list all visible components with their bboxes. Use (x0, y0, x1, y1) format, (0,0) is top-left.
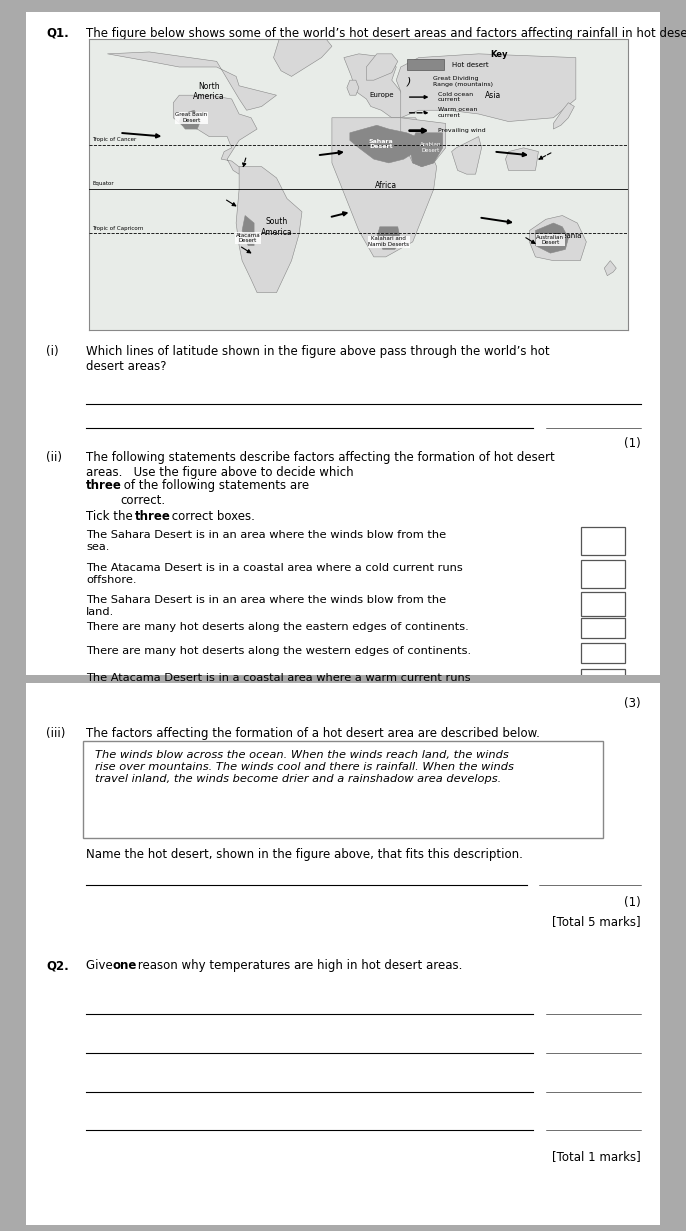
Text: North
America: North America (193, 81, 225, 101)
Text: Name the hot desert, shown in the figure above, that fits this description.: Name the hot desert, shown in the figure… (86, 848, 523, 862)
Text: Sahara
Desert: Sahara Desert (369, 139, 394, 149)
Text: The Atacama Desert is in a coastal area where a warm current runs
offshore.: The Atacama Desert is in a coastal area … (86, 672, 471, 694)
Text: The factors affecting the formation of a hot desert area are described below.: The factors affecting the formation of a… (86, 726, 540, 740)
Polygon shape (604, 261, 616, 276)
Text: three: three (134, 511, 170, 523)
FancyBboxPatch shape (581, 560, 625, 588)
Polygon shape (108, 52, 276, 111)
Text: The Sahara Desert is in an area where the winds blow from the
sea.: The Sahara Desert is in an area where th… (86, 531, 447, 551)
Text: Arabian
Desert: Arabian Desert (420, 143, 441, 153)
Text: [Total 5 marks]: [Total 5 marks] (552, 915, 641, 928)
Text: [Total 1 marks]: [Total 1 marks] (552, 1150, 641, 1163)
Text: reason why temperatures are high in hot desert areas.: reason why temperatures are high in hot … (134, 959, 462, 972)
Polygon shape (451, 137, 482, 174)
Text: Asia: Asia (486, 91, 501, 100)
Text: Prevailing wind: Prevailing wind (438, 128, 485, 133)
FancyBboxPatch shape (581, 643, 625, 662)
Polygon shape (530, 215, 587, 261)
Text: Equator: Equator (93, 181, 114, 186)
Text: Key: Key (490, 50, 508, 59)
Polygon shape (366, 54, 398, 80)
Text: Tropic of Cancer: Tropic of Cancer (93, 137, 137, 143)
Text: Which lines of latitude shown in the figure above pass through the world’s hot
d: Which lines of latitude shown in the fig… (86, 346, 550, 373)
Text: correct boxes.: correct boxes. (168, 511, 255, 523)
Text: Tick the: Tick the (86, 511, 137, 523)
Text: Cold ocean
current: Cold ocean current (438, 91, 473, 102)
Polygon shape (397, 54, 576, 122)
Text: Page  1  of  5: Page 1 of 5 (305, 687, 381, 699)
Polygon shape (174, 95, 257, 174)
FancyBboxPatch shape (83, 741, 603, 837)
Text: Tropic of Capricorn: Tropic of Capricorn (93, 225, 144, 230)
Text: of the following statements are
correct.: of the following statements are correct. (120, 479, 309, 507)
Polygon shape (506, 148, 539, 170)
Polygon shape (350, 126, 416, 162)
Polygon shape (179, 111, 200, 129)
Text: The figure below shows some of the world’s hot desert areas and factors affectin: The figure below shows some of the world… (86, 27, 686, 39)
Text: Q1.: Q1. (47, 27, 69, 39)
Text: South
America: South America (261, 217, 292, 236)
Text: three: three (86, 479, 122, 492)
Text: The following statements describe factors affecting the formation of hot desert
: The following statements describe factor… (86, 451, 555, 479)
Text: one: one (113, 959, 137, 972)
FancyBboxPatch shape (581, 670, 625, 697)
Text: The winds blow across the ocean. When the winds reach land, the winds
rise over : The winds blow across the ocean. When th… (95, 751, 513, 784)
FancyBboxPatch shape (581, 618, 625, 638)
Text: The Atacama Desert is in a coastal area where a cold current runs
offshore.: The Atacama Desert is in a coastal area … (86, 564, 463, 585)
Text: Give: Give (86, 959, 117, 972)
Polygon shape (236, 166, 302, 293)
Text: ): ) (407, 76, 411, 86)
Text: Q2.: Q2. (47, 959, 69, 972)
Polygon shape (377, 227, 401, 250)
Text: (1): (1) (624, 895, 641, 908)
Text: Warm ocean
current: Warm ocean current (438, 107, 477, 118)
Polygon shape (332, 118, 437, 257)
Text: Africa: Africa (375, 181, 397, 190)
FancyBboxPatch shape (581, 592, 625, 616)
Text: Hot desert: Hot desert (452, 62, 488, 68)
Text: Great Dividing
Range (mountains): Great Dividing Range (mountains) (434, 76, 493, 86)
Text: There are many hot deserts along the eastern edges of continents.: There are many hot deserts along the eas… (86, 622, 469, 632)
Text: The Sahara Desert is in an area where the winds blow from the
land.: The Sahara Desert is in an area where th… (86, 595, 447, 617)
Polygon shape (347, 80, 359, 95)
Text: There are many hot deserts along the western edges of continents.: There are many hot deserts along the wes… (86, 646, 471, 656)
Text: Oceania: Oceania (554, 233, 582, 239)
Text: Australian
Desert: Australian Desert (536, 235, 565, 245)
FancyBboxPatch shape (581, 527, 625, 555)
Text: Great Basin
Desert: Great Basin Desert (175, 112, 207, 123)
Text: Europe: Europe (369, 92, 394, 98)
Polygon shape (536, 223, 569, 254)
Polygon shape (401, 118, 446, 166)
Text: (1): (1) (624, 437, 641, 451)
Text: (ii): (ii) (47, 451, 62, 464)
Polygon shape (554, 102, 574, 129)
Bar (407, 59, 444, 70)
Text: (iii): (iii) (47, 726, 66, 740)
Polygon shape (274, 33, 332, 76)
Polygon shape (344, 54, 404, 118)
Polygon shape (242, 215, 254, 246)
Text: (i): (i) (47, 346, 59, 358)
Text: Kalahari and
Namib Deserts: Kalahari and Namib Deserts (368, 236, 410, 247)
Polygon shape (410, 133, 442, 166)
Text: (3): (3) (624, 697, 641, 710)
Text: Atacama
Desert: Atacama Desert (236, 233, 261, 244)
